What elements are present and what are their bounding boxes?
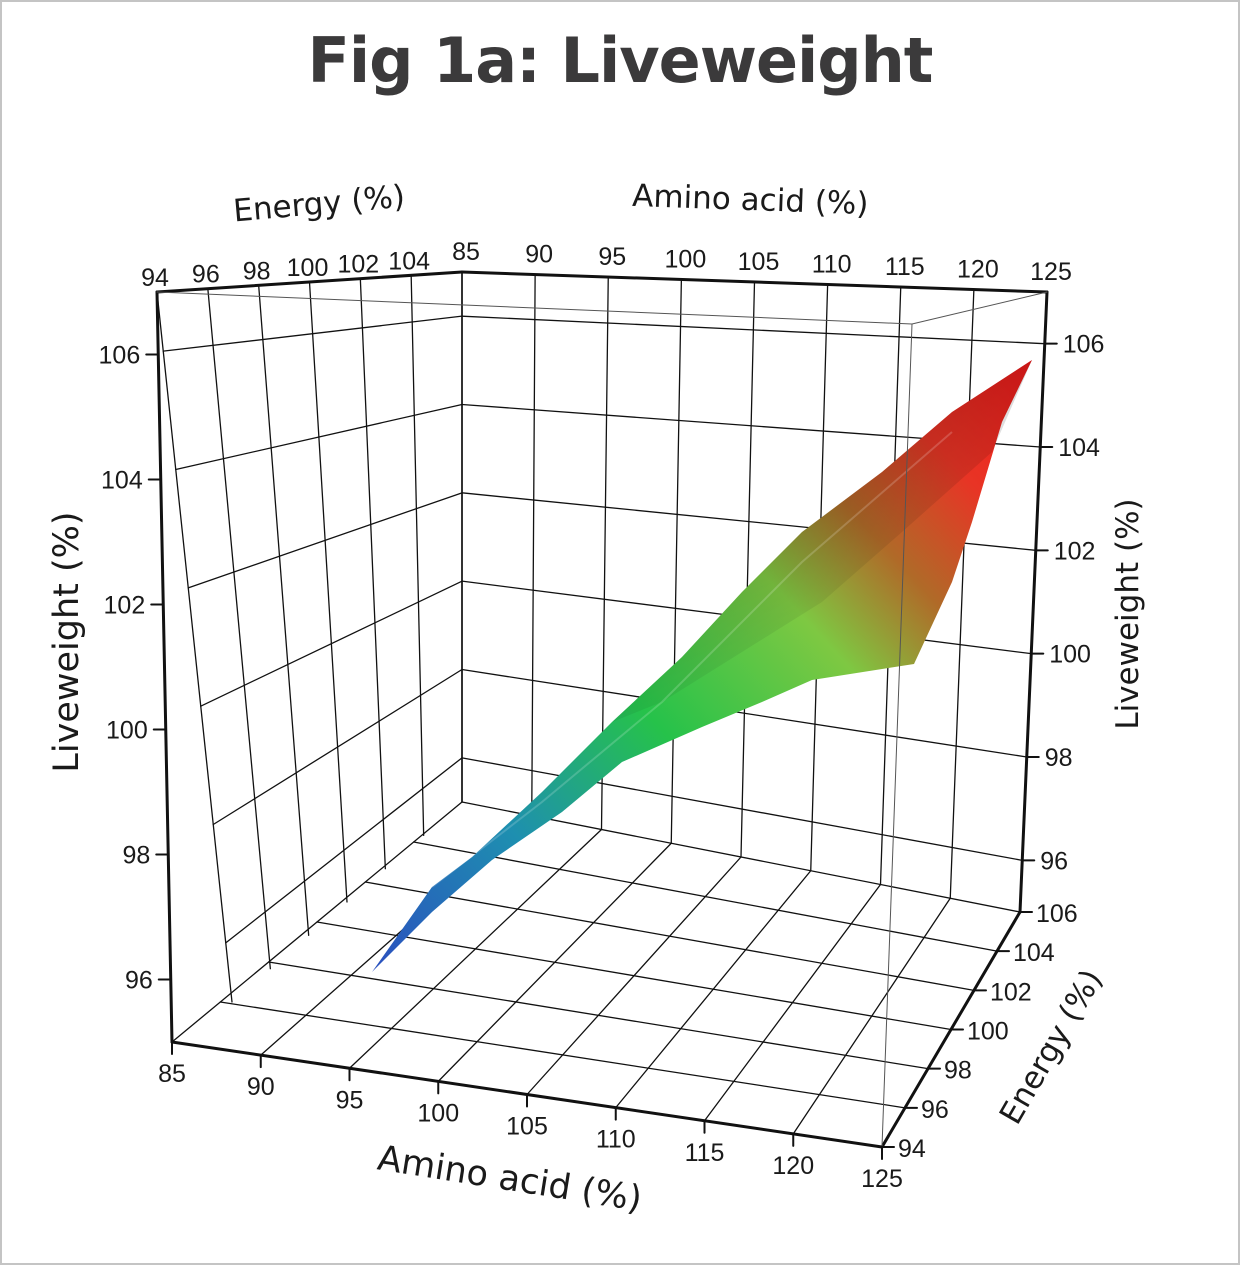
bottom-amino-tick-label: 115 <box>685 1139 725 1167</box>
bottom-amino-tick-label: 85 <box>158 1060 186 1088</box>
surface-ridge-line <box>431 431 953 888</box>
left-liveweight-tick-label: 106 <box>99 342 141 370</box>
right-energy-tick-label: 102 <box>990 978 1032 1006</box>
grid-line-left-wall-level <box>187 492 463 589</box>
grid-line-left-wall-level <box>200 580 463 707</box>
top-amino-tick-label: 120 <box>957 256 999 284</box>
grid-line-back-left-vertical <box>207 288 271 970</box>
axis-edge-top-right <box>460 270 1049 294</box>
grid-line-left-wall-level <box>212 668 463 826</box>
top-energy-tick-label: 104 <box>388 247 430 275</box>
axis-edge-right-vertical <box>1018 290 1049 914</box>
axis-edge-top-left <box>155 270 464 294</box>
right-liveweight-tick-label: 100 <box>1049 641 1091 669</box>
grid-line-back-left-vertical <box>156 291 233 1003</box>
right-energy-tick-label: 100 <box>967 1018 1009 1046</box>
grid-line-floor-energy <box>461 801 1021 913</box>
right-liveweight-axis-label: Liveweight (%) <box>1110 498 1146 729</box>
left-liveweight-tick-label: 96 <box>125 967 153 995</box>
right-energy-tick-label: 94 <box>898 1135 926 1163</box>
top-amino-tick-label: 95 <box>598 243 626 271</box>
axis-edge-top-front <box>156 291 913 325</box>
right-energy-tick-label: 104 <box>1013 939 1055 967</box>
top-amino-tick-label: 100 <box>665 246 707 274</box>
top-amino-tick-label: 125 <box>1030 258 1072 286</box>
grid-line-back-left-vertical <box>359 278 386 870</box>
right-energy-tick-label: 96 <box>921 1096 949 1124</box>
grid-line-left-wall-level <box>175 403 463 471</box>
right-liveweight-tick-label: 102 <box>1054 537 1096 565</box>
grid-line-back-right-vertical <box>949 288 975 899</box>
grid-line-floor-energy <box>364 881 975 991</box>
grid-lines <box>156 271 1048 1148</box>
grid-line-right-wall-level <box>461 757 1023 861</box>
bottom-amino-tick-label: 110 <box>596 1126 636 1154</box>
top-energy-tick-label: 102 <box>337 251 379 279</box>
bottom-amino-tick-label: 105 <box>506 1113 548 1141</box>
top-energy-tick-label: 98 <box>243 257 271 285</box>
axis-edge-left-vertical <box>155 290 174 1044</box>
grid-line-floor-energy <box>413 841 998 952</box>
top-amino-tick-label: 85 <box>452 238 480 266</box>
right-liveweight-tick-label: 104 <box>1058 434 1100 462</box>
right-liveweight-tick-label: 98 <box>1045 744 1073 772</box>
right-liveweight-tick-label: 96 <box>1040 847 1068 875</box>
left-liveweight-tick-label: 98 <box>122 842 150 870</box>
grid-line-back-right-vertical <box>670 278 683 844</box>
surface-mesh <box>372 360 1032 972</box>
bottom-amino-tick-label: 125 <box>861 1165 903 1193</box>
top-energy-tick-label: 96 <box>192 261 220 289</box>
chart-title: Fig 1a: Liveweight <box>307 24 934 97</box>
top-amino-axis-label: Amino acid (%) <box>632 178 869 222</box>
bottom-amino-tick-label: 95 <box>336 1086 364 1114</box>
axis-edge-front-vertical <box>881 323 913 1148</box>
top-energy-tick-label: 100 <box>287 254 329 282</box>
top-energy-axis-label: Energy (%) <box>232 179 407 230</box>
top-energy-tick-label: 94 <box>141 264 169 292</box>
top-amino-tick-label: 110 <box>812 251 852 279</box>
tick-labels: 94 96 98 100 102 104 85 90 95 100 105 110 115 120 1259… <box>99 238 1105 1193</box>
grid-line-left-wall-level <box>162 315 463 352</box>
top-amino-tick-label: 115 <box>885 253 925 281</box>
grid-line-right-wall-level <box>461 668 1028 758</box>
surface-shading <box>612 360 1032 722</box>
bottom-amino-tick-label: 100 <box>417 1099 459 1127</box>
left-liveweight-tick-label: 100 <box>106 717 148 745</box>
axis-edge-top-front-right <box>911 291 1048 325</box>
top-amino-tick-label: 105 <box>738 248 780 276</box>
grid-line-back-left-vertical <box>258 284 310 936</box>
right-energy-tick-label: 106 <box>1036 900 1078 928</box>
bottom-amino-tick-label: 120 <box>772 1152 814 1180</box>
grid-line-back-left-vertical <box>308 281 348 903</box>
grid-line-floor-energy <box>219 1001 906 1109</box>
grid-line-right-wall-level <box>461 315 1046 345</box>
right-liveweight-tick-label: 106 <box>1063 331 1105 359</box>
grid-line-floor-energy <box>268 961 929 1070</box>
left-liveweight-tick-label: 102 <box>104 592 146 620</box>
grid-line-back-left-vertical <box>410 274 425 836</box>
left-liveweight-tick-label: 104 <box>101 467 143 495</box>
right-energy-tick-label: 98 <box>944 1057 972 1085</box>
grid-line-floor-energy <box>316 921 952 1031</box>
grid-line-left-wall-level <box>225 757 463 944</box>
grid-line-back-right-vertical <box>740 281 756 858</box>
bottom-amino-tick-label: 90 <box>247 1073 275 1101</box>
top-amino-tick-label: 90 <box>525 241 553 269</box>
left-liveweight-axis-label: Liveweight (%) <box>47 511 87 772</box>
grid-line-back-right-vertical <box>531 273 536 817</box>
